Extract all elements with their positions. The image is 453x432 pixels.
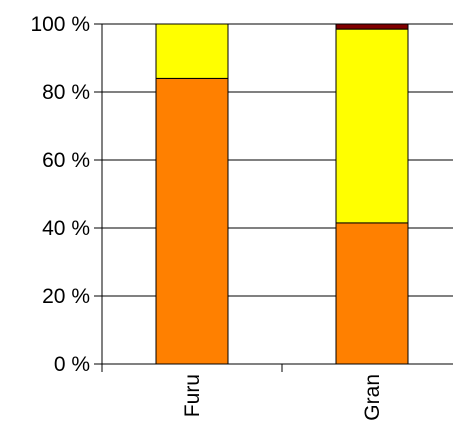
y-tick-label: 0 % [54, 353, 90, 376]
bars [155, 23, 409, 365]
x-category-label-furu: Furu [181, 374, 204, 417]
bar-segment-furu-1 [155, 23, 229, 79]
y-tick-label: 100 % [30, 13, 90, 36]
bar-segment-gran-0 [335, 222, 409, 365]
y-tick-label: 20 % [42, 285, 90, 308]
bar-segment-furu-0 [155, 77, 229, 365]
y-tick-label: 40 % [42, 217, 90, 240]
x-category-labels: Furu Gran [181, 374, 384, 421]
bar-segment-gran-2 [335, 23, 409, 30]
bar-segment-gran-1 [335, 28, 409, 224]
x-category-label-gran: Gran [361, 374, 384, 421]
y-tick-label: 60 % [42, 149, 90, 172]
y-tick-labels: 0 % 20 % 40 % 60 % 80 % 100 % [30, 13, 90, 376]
y-tick-label: 80 % [42, 81, 90, 104]
axes [94, 23, 453, 372]
